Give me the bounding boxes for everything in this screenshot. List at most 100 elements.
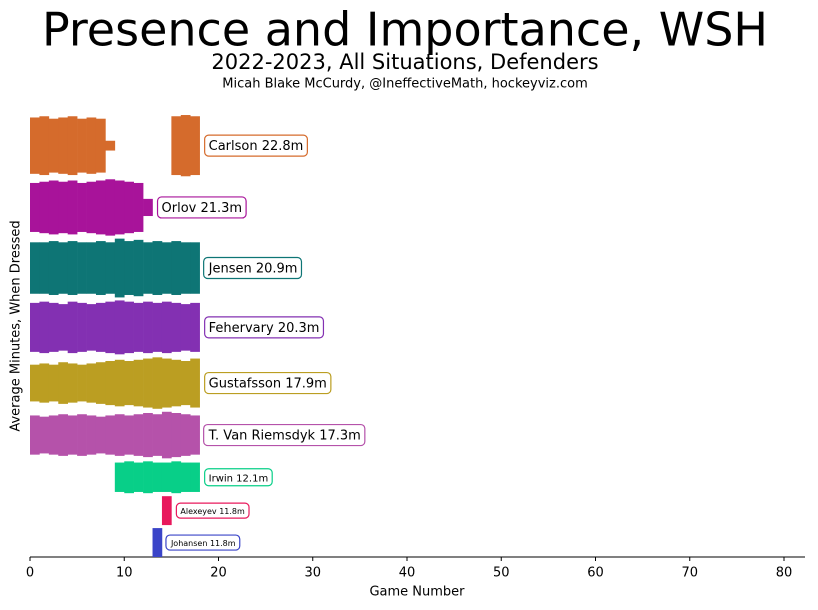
game-bar (114, 300, 125, 355)
game-bar (58, 242, 68, 294)
game-bar (190, 358, 200, 408)
game-bar (30, 302, 40, 352)
x-axis-label: Game Number (369, 585, 465, 600)
player-label: Carlson 22.8m (204, 134, 308, 157)
game-bar (180, 361, 191, 406)
game-bar (190, 462, 200, 492)
game-bar (95, 416, 106, 454)
game-bar (180, 462, 191, 492)
player-label: Jensen 20.9m (203, 256, 303, 280)
x-tick-label: 70 (681, 566, 698, 581)
game-bar (124, 241, 134, 295)
game-bar (30, 415, 40, 455)
player-label-box (204, 468, 273, 487)
game-bar (161, 301, 172, 354)
game-bar (67, 363, 78, 403)
game-bar (48, 415, 59, 455)
game-bar (190, 415, 200, 455)
player-label-box (204, 134, 308, 157)
game-bar (95, 362, 106, 404)
game-bar (105, 415, 116, 455)
game-bar (67, 415, 78, 455)
player-label: Fehervary 20.3m (204, 316, 325, 339)
game-bar (58, 304, 68, 351)
player-label-box (165, 534, 241, 551)
player-label-box (204, 371, 332, 395)
game-bar (143, 358, 153, 408)
x-tick-label: 0 (26, 566, 34, 581)
game-bar (58, 362, 68, 404)
player-label-box (203, 256, 303, 280)
game-bar (39, 181, 50, 234)
x-tick-label: 40 (399, 566, 416, 581)
player-label-box (175, 502, 250, 519)
game-bar (180, 115, 191, 177)
game-bar (190, 116, 200, 176)
player-label-text: Orlov 21.3m (162, 201, 243, 216)
game-bar (152, 462, 163, 492)
game-bar (95, 302, 106, 352)
game-bar (124, 361, 134, 406)
game-bar (143, 461, 153, 494)
game-bar (86, 117, 97, 174)
game-bar (171, 116, 182, 176)
game-bar (161, 411, 172, 459)
player-label-text: Fehervary 20.3m (209, 321, 320, 336)
game-bar (105, 301, 116, 354)
game-bar (180, 304, 191, 351)
x-tick-label: 20 (210, 566, 227, 581)
game-bar (124, 181, 134, 234)
chart-title: Presence and Importance, WSH (42, 3, 768, 57)
player-label: Alexeyev 11.8m (175, 502, 250, 519)
game-bar (95, 118, 106, 173)
game-bar (124, 301, 134, 354)
game-bar (171, 302, 182, 352)
player-label-text: Johansen 11.8m (170, 539, 236, 548)
game-bar (152, 414, 163, 456)
player-label-box (204, 316, 325, 339)
game-bar (143, 301, 153, 354)
game-bar (39, 116, 50, 176)
game-bar (86, 242, 97, 294)
game-bar (171, 461, 182, 494)
game-bar (180, 242, 191, 294)
game-bar (77, 182, 87, 232)
game-bar (48, 302, 59, 352)
game-bar (180, 414, 191, 456)
game-bar (133, 414, 144, 456)
game-bar (67, 180, 78, 235)
player-label: Orlov 21.3m (156, 196, 247, 219)
game-bar (105, 361, 116, 406)
credit: Micah Blake McCurdy, @IneffectiveMath, h… (222, 77, 588, 92)
game-bar (30, 117, 40, 174)
player-label: Gustafsson 17.9m (204, 371, 332, 395)
game-bar (114, 359, 125, 407)
game-bar (133, 462, 144, 492)
game-bar (39, 301, 50, 354)
game-bar (30, 242, 40, 294)
game-bar (86, 181, 97, 234)
player-label: T. Van Riemsdyk 17.3m (203, 423, 366, 447)
game-bar (114, 462, 125, 492)
game-bar (161, 242, 172, 294)
player-label: Irwin 12.1m (204, 468, 273, 487)
player-label-box (156, 196, 247, 219)
game-bar (190, 242, 200, 294)
game-bar (77, 364, 87, 402)
game-bar (67, 301, 78, 354)
y-axis-label: Average Minutes, When Dressed (9, 220, 24, 431)
game-bar (143, 198, 153, 217)
game-bar (95, 241, 106, 295)
game-bar (58, 117, 68, 174)
game-bar (124, 415, 134, 455)
player-label-text: Alexeyev 11.8m (180, 507, 245, 516)
game-bar (152, 241, 163, 295)
game-bar (161, 358, 172, 408)
player-label: Johansen 11.8m (165, 534, 241, 551)
game-bar (77, 118, 87, 173)
player-label-box (203, 423, 366, 447)
x-tick-label: 30 (304, 566, 321, 581)
game-bar (171, 359, 182, 407)
game-bar (77, 414, 87, 456)
